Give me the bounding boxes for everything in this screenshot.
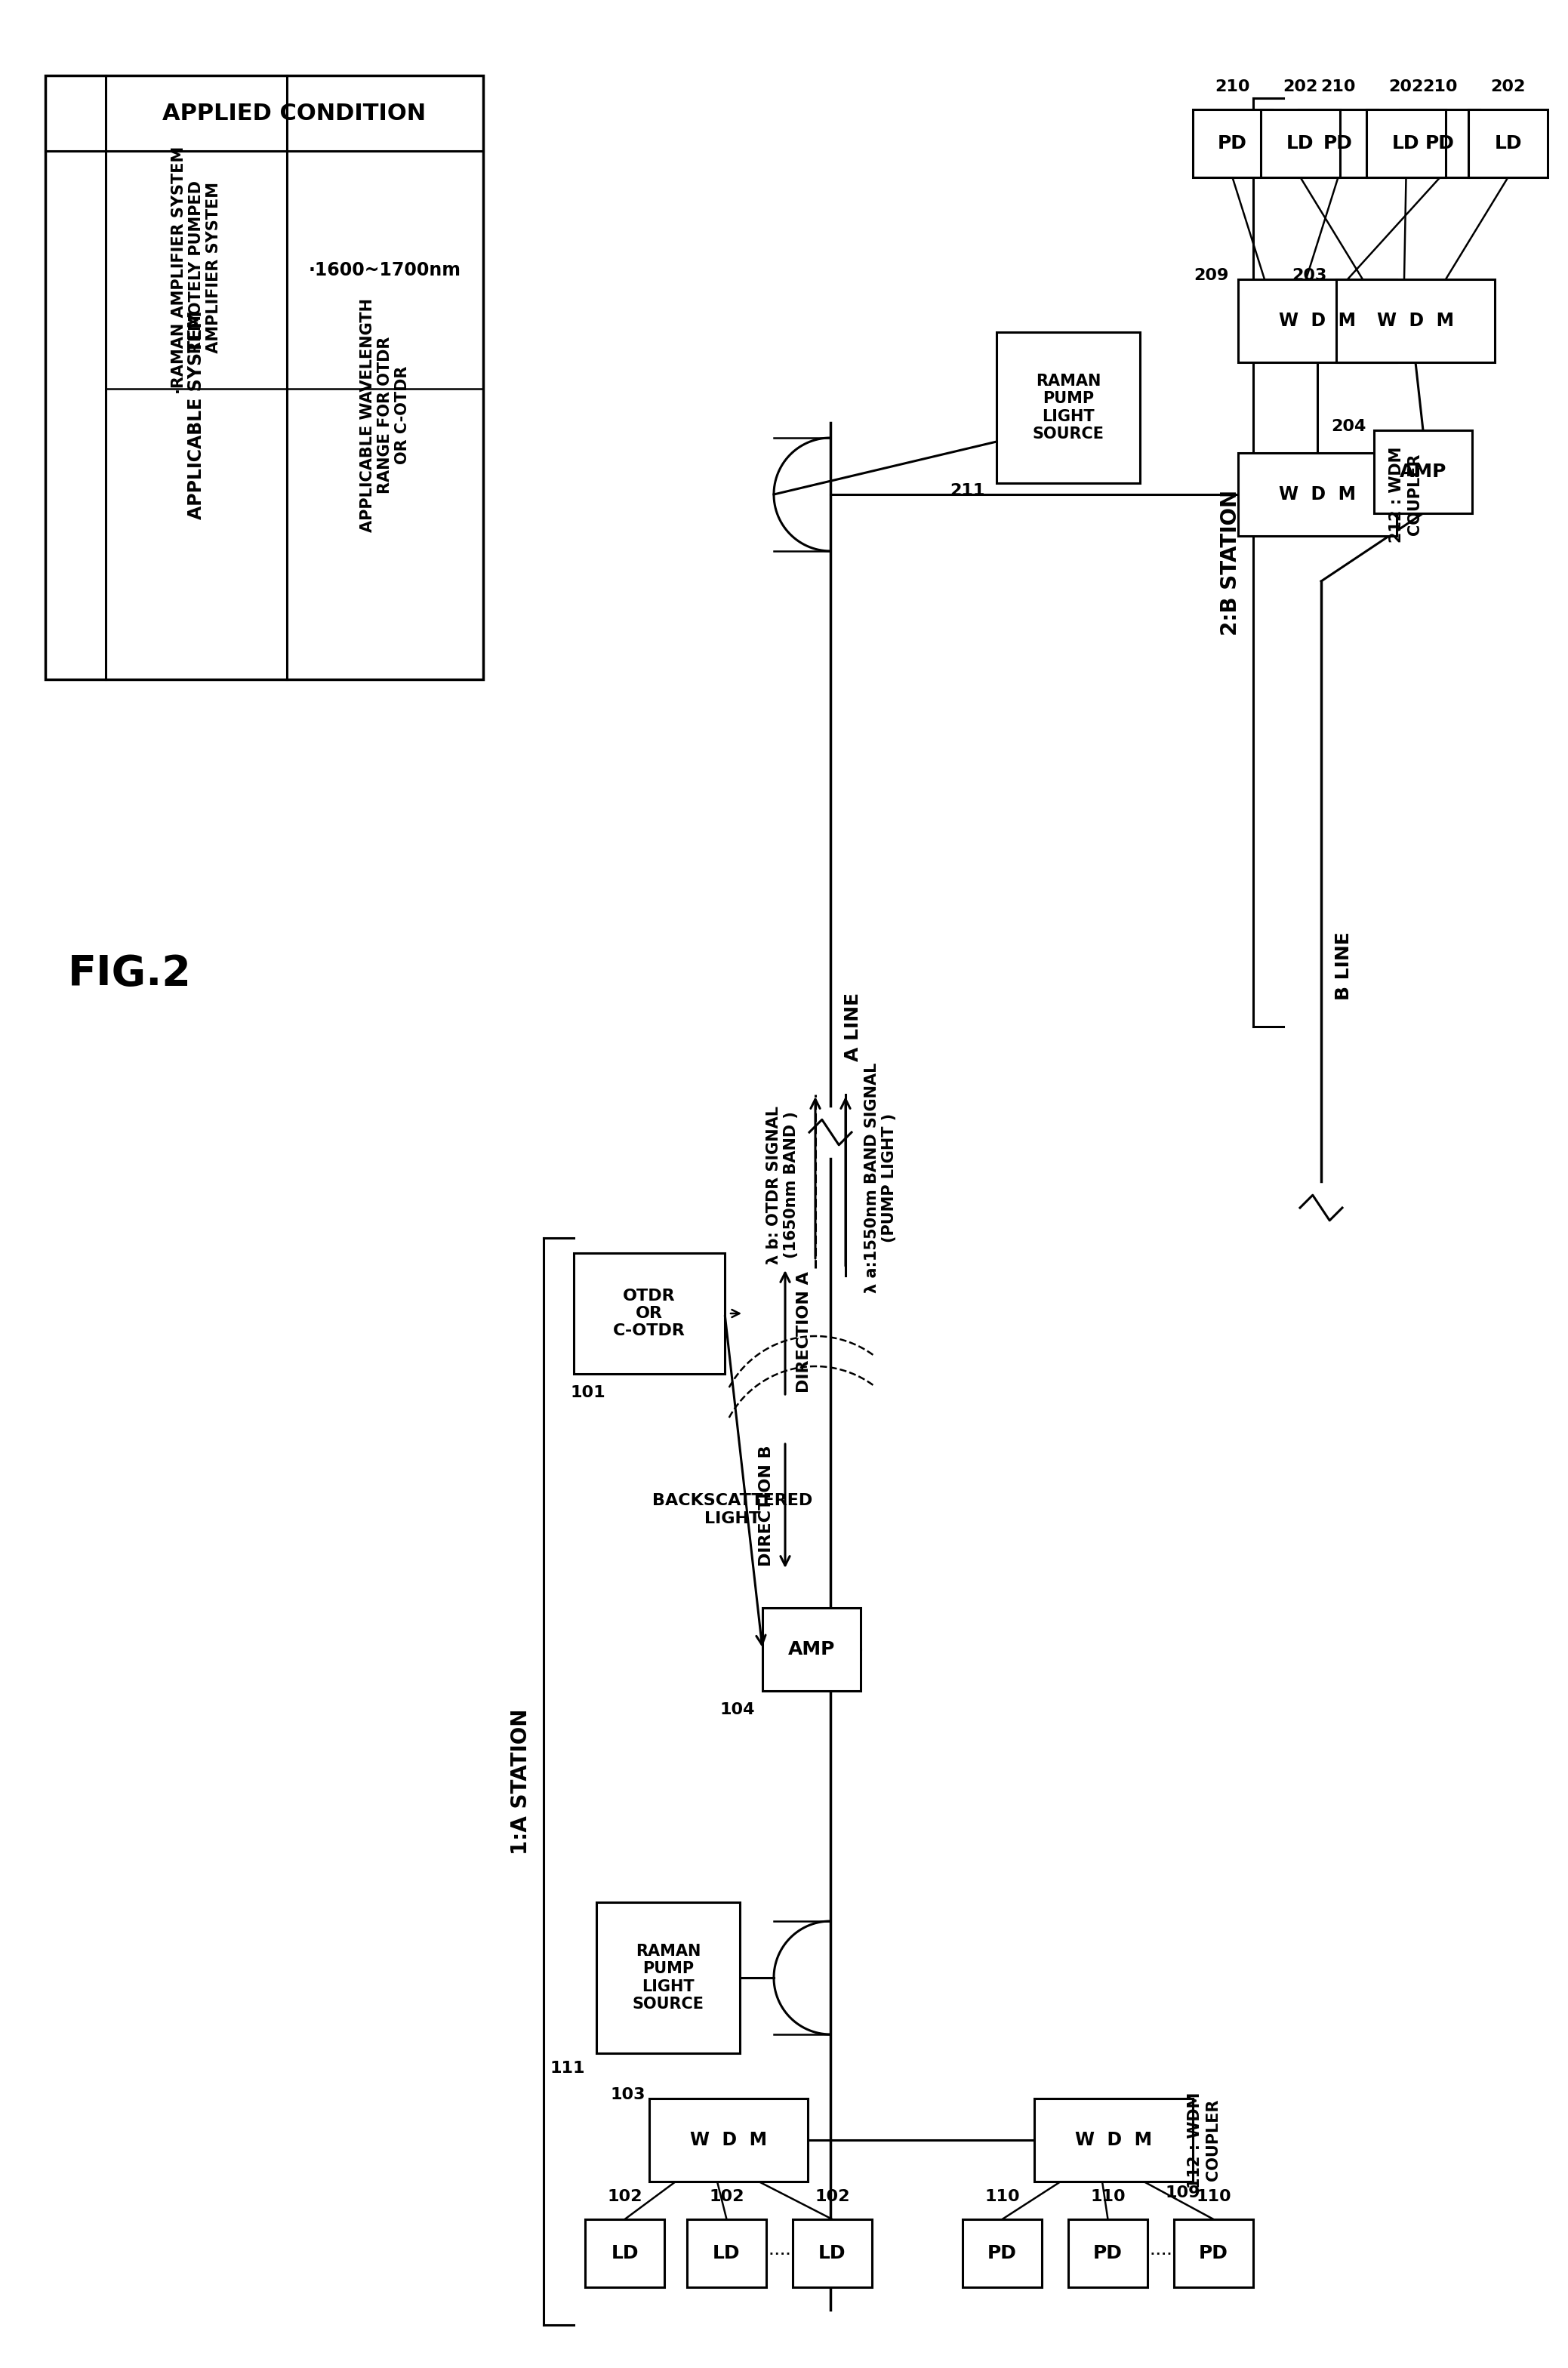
Bar xyxy=(574,1253,724,1373)
Bar xyxy=(1068,2219,1148,2287)
Text: λ b: OTDR SIGNAL
(1650nm BAND ): λ b: OTDR SIGNAL (1650nm BAND ) xyxy=(767,1106,798,1265)
Bar xyxy=(1468,109,1548,178)
Text: 112 : WDM
COUPLER: 112 : WDM COUPLER xyxy=(1189,2091,1220,2188)
Bar xyxy=(1239,279,1397,362)
Text: 104: 104 xyxy=(720,1703,754,1717)
Text: BACKSCATTERED
LIGHT: BACKSCATTERED LIGHT xyxy=(652,1494,812,1525)
Text: LD: LD xyxy=(713,2245,740,2261)
Text: OTDR
OR
C-OTDR: OTDR OR C-OTDR xyxy=(613,1288,685,1338)
Text: 102: 102 xyxy=(607,2188,643,2205)
Text: LD: LD xyxy=(612,2245,638,2261)
Text: 210: 210 xyxy=(1215,78,1250,95)
Bar xyxy=(1239,452,1397,535)
Text: 210: 210 xyxy=(1320,78,1356,95)
Text: 110: 110 xyxy=(985,2188,1019,2205)
Text: W  D  M: W D M xyxy=(1076,2131,1152,2150)
Bar xyxy=(45,76,483,680)
Text: 202: 202 xyxy=(1389,78,1424,95)
Text: PD: PD xyxy=(1093,2245,1123,2261)
Bar xyxy=(963,2219,1041,2287)
Bar xyxy=(1261,109,1341,178)
Bar xyxy=(687,2219,767,2287)
Text: 209: 209 xyxy=(1193,268,1229,284)
Bar xyxy=(596,1902,740,2053)
Text: LD: LD xyxy=(1494,135,1523,152)
Text: DIRECTION A: DIRECTION A xyxy=(797,1272,812,1392)
Text: 203: 203 xyxy=(1292,268,1327,284)
Text: 204: 204 xyxy=(1331,419,1366,433)
Text: 212 : WDM
COUPLER: 212 : WDM COUPLER xyxy=(1389,445,1422,542)
Text: ·RAMAN AMPLIFIER SYSTEM
·REMOTELY PUMPED
 AMPLIFIER SYSTEM: ·RAMAN AMPLIFIER SYSTEM ·REMOTELY PUMPED… xyxy=(171,147,221,393)
Text: 202: 202 xyxy=(1283,78,1317,95)
Text: W  D  M: W D M xyxy=(1377,313,1454,329)
Bar xyxy=(1174,2219,1253,2287)
Text: LD: LD xyxy=(1392,135,1421,152)
Text: PD: PD xyxy=(1425,135,1455,152)
Bar xyxy=(1193,109,1272,178)
Text: A LINE: A LINE xyxy=(844,992,862,1061)
Bar xyxy=(1035,2098,1193,2181)
Text: APPLICABLE SYSTEM: APPLICABLE SYSTEM xyxy=(187,310,205,519)
Text: LD: LD xyxy=(818,2245,847,2261)
Text: DIRECTION B: DIRECTION B xyxy=(759,1444,775,1568)
Text: 109: 109 xyxy=(1165,2186,1201,2200)
Text: 111: 111 xyxy=(550,2060,585,2077)
Bar xyxy=(1336,279,1494,362)
Text: 101: 101 xyxy=(571,1385,605,1399)
Text: 211: 211 xyxy=(950,483,985,497)
Text: APPLICABLE WAVELENGTH
RANGE FOR OTDR
OR C-OTDR: APPLICABLE WAVELENGTH RANGE FOR OTDR OR … xyxy=(361,298,411,533)
Text: RAMAN
PUMP
LIGHT
SOURCE: RAMAN PUMP LIGHT SOURCE xyxy=(1032,374,1104,440)
Text: 210: 210 xyxy=(1422,78,1458,95)
Text: AMP: AMP xyxy=(789,1641,836,1658)
Text: W  D  M: W D M xyxy=(690,2131,767,2150)
Text: B LINE: B LINE xyxy=(1334,933,1353,999)
Text: 202: 202 xyxy=(1491,78,1526,95)
Text: W  D  M: W D M xyxy=(1279,485,1356,504)
Text: ·1600~1700nm: ·1600~1700nm xyxy=(309,260,461,279)
Bar xyxy=(762,1608,861,1691)
Text: APPLIED CONDITION: APPLIED CONDITION xyxy=(163,102,426,123)
Text: W  D  M: W D M xyxy=(1279,313,1356,329)
Bar xyxy=(997,332,1140,483)
Bar xyxy=(1298,109,1378,178)
Bar xyxy=(1366,109,1446,178)
Text: PD: PD xyxy=(1200,2245,1228,2261)
Text: FIG.2: FIG.2 xyxy=(67,954,191,995)
Text: RAMAN
PUMP
LIGHT
SOURCE: RAMAN PUMP LIGHT SOURCE xyxy=(632,1944,704,2010)
Bar xyxy=(585,2219,665,2287)
Bar xyxy=(793,2219,872,2287)
Text: AMP: AMP xyxy=(1400,462,1447,481)
Text: LD: LD xyxy=(1287,135,1314,152)
Text: 103: 103 xyxy=(610,2086,646,2103)
Text: PD: PD xyxy=(1218,135,1247,152)
Bar xyxy=(1400,109,1480,178)
Text: λ a:1550nm BAND SIGNAL
(PUMP LIGHT ): λ a:1550nm BAND SIGNAL (PUMP LIGHT ) xyxy=(864,1063,897,1293)
Text: PD: PD xyxy=(988,2245,1018,2261)
Text: 102: 102 xyxy=(709,2188,745,2205)
Text: 1:A STATION: 1:A STATION xyxy=(510,1707,532,1854)
Text: 2:B STATION: 2:B STATION xyxy=(1220,490,1242,635)
Bar xyxy=(649,2098,808,2181)
Text: 102: 102 xyxy=(815,2188,850,2205)
Bar xyxy=(1374,431,1472,514)
Text: PD: PD xyxy=(1323,135,1353,152)
Text: 110: 110 xyxy=(1090,2188,1126,2205)
Text: 110: 110 xyxy=(1196,2188,1231,2205)
